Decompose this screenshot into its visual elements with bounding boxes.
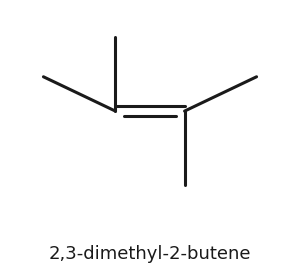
Text: 2,3-dimethyl-2-butene: 2,3-dimethyl-2-butene — [49, 245, 251, 263]
